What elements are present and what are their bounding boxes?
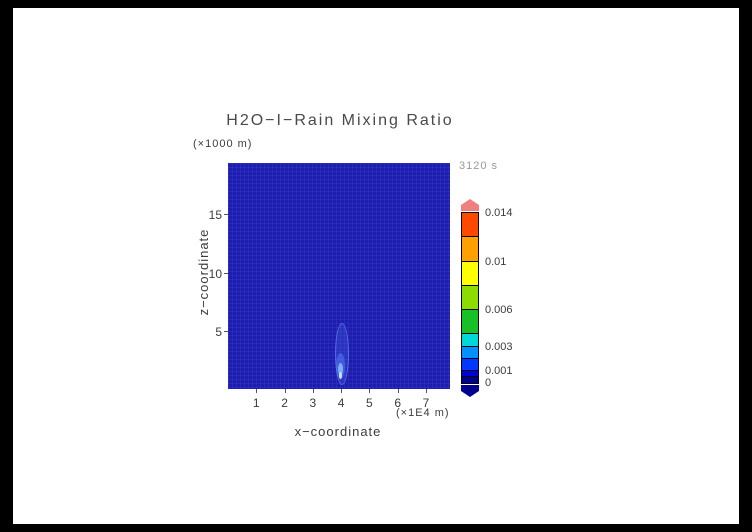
colorbar-level-line	[462, 260, 478, 262]
colorbar-band	[462, 310, 478, 335]
colorbar-band	[462, 213, 478, 238]
x-axis-tick-label: 2	[281, 396, 288, 410]
colorbar-tick-label: 0.01	[485, 255, 507, 268]
x-axis-tick	[369, 389, 371, 393]
rain-shaft-peak	[339, 372, 342, 379]
colorbar-level-line	[462, 284, 478, 286]
colorbar-under-arrow	[461, 385, 479, 397]
chart-title: H2O−I−Rain Mixing Ratio	[226, 112, 454, 129]
colorbar-level-line	[462, 236, 478, 238]
colorbar-band	[462, 334, 478, 347]
x-axis-tick	[425, 389, 427, 393]
colorbar-level-line	[462, 369, 478, 371]
colorbar-level-line	[462, 333, 478, 335]
colorbar-band	[462, 285, 478, 311]
colorbar-band	[462, 370, 478, 377]
x-axis-tick-label: 7	[422, 396, 430, 410]
rain-shaft-core	[338, 363, 343, 375]
y-axis-tick-label: 5	[215, 324, 222, 339]
x-axis-units-label: (×1E4 m)	[396, 407, 450, 419]
colorbar-level-line	[462, 357, 478, 359]
x-axis-tick	[341, 389, 343, 393]
x-axis-tick-label: 4	[337, 396, 345, 410]
y-axis-units-label: (×1000 m)	[193, 138, 253, 150]
colorbar-band	[462, 237, 478, 262]
y-axis-tick	[224, 214, 228, 216]
colorbar-level-line	[462, 375, 478, 377]
colorbar-tick-label: 0	[485, 377, 492, 389]
y-axis-tick-label: 15	[208, 208, 222, 223]
colorbar-band	[462, 376, 478, 383]
x-axis-tick-label: 3	[309, 396, 317, 410]
colorbar-band	[462, 261, 478, 286]
x-axis-tick	[397, 389, 399, 393]
colorbar-band	[462, 358, 478, 371]
colorbar-tick-label: 0.014	[485, 207, 513, 219]
x-axis-tick-label: 1	[252, 396, 260, 410]
x-axis-tick	[256, 389, 258, 393]
x-axis-title: x−coordinate	[294, 424, 382, 439]
colorbar-tick-label: 0.006	[485, 304, 513, 317]
colorbar-tick-label: 0.001	[485, 364, 513, 377]
y-axis-tick	[224, 272, 228, 274]
x-axis-tick-label: 5	[366, 396, 373, 410]
x-axis-tick	[284, 389, 286, 393]
x-axis-tick	[312, 389, 314, 393]
colorbar	[461, 212, 479, 384]
time-annotation: 3120 s	[459, 160, 499, 172]
y-axis-tick-label: 10	[208, 266, 222, 281]
colorbar-over-arrow	[461, 199, 479, 211]
heatmap-field	[228, 163, 450, 389]
x-axis-tick-label: 6	[394, 396, 402, 410]
colorbar-level-line	[462, 345, 478, 347]
y-axis-tick	[224, 330, 228, 332]
colorbar-band	[462, 346, 478, 359]
colorbar-tick-label: 0.003	[485, 340, 513, 353]
colorbar-level-line	[462, 309, 478, 311]
